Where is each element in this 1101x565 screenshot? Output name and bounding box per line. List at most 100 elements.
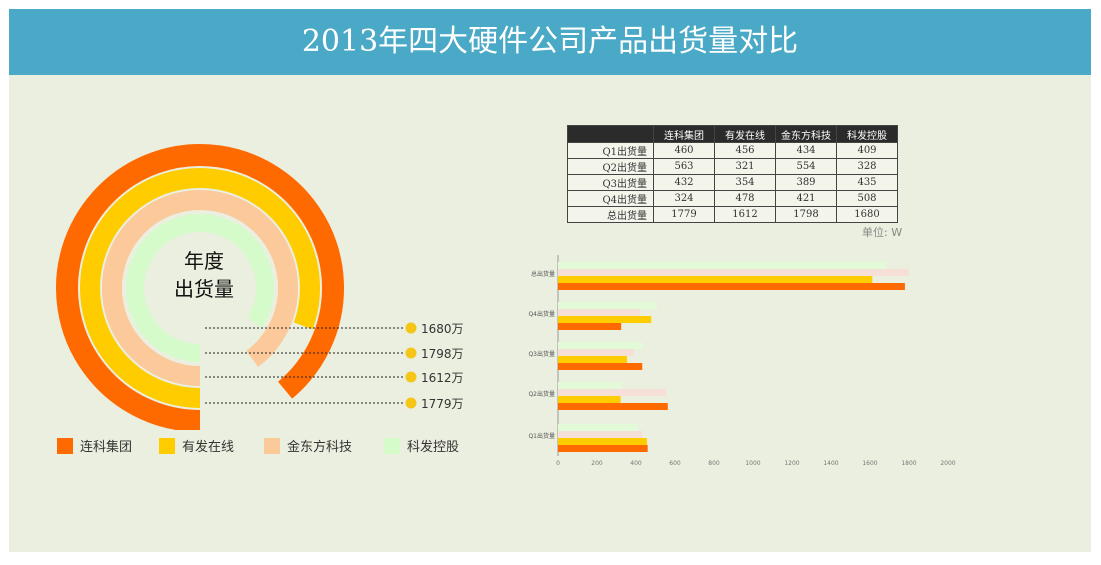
table-cell: 1798	[775, 206, 837, 223]
bar	[558, 309, 641, 316]
radial-bar-arc	[126, 214, 274, 362]
table-cell: 456	[714, 142, 776, 159]
table-row: Q3出货量 432 354 389 435	[567, 174, 898, 191]
bar	[558, 262, 886, 269]
table-cell: 1612	[714, 206, 776, 223]
legend-item: 科发控股	[384, 436, 459, 455]
legend-label: 科发控股	[407, 440, 460, 455]
table-cell: 563	[653, 158, 715, 175]
table-cell: Q4出货量	[567, 190, 654, 207]
bar	[558, 349, 634, 356]
table-cell: 354	[714, 174, 776, 191]
table-cell: 409	[836, 142, 898, 159]
table-header-cell: 金东方科技	[775, 125, 837, 143]
table-header-cell: 连科集团	[653, 125, 715, 143]
donut-center-line1: 年度	[184, 249, 224, 273]
bar	[558, 269, 909, 276]
x-tick-label: 200	[591, 460, 603, 467]
table-cell: 421	[775, 190, 837, 207]
bar-category-label: Q4出货量	[528, 310, 555, 318]
table-cell: 389	[775, 174, 837, 191]
bar	[558, 431, 643, 438]
table-cell: 1779	[653, 206, 715, 223]
x-tick-label: 1400	[823, 460, 838, 467]
table-header-cell: 科发控股	[836, 125, 898, 143]
table-cell: 总出货量	[567, 206, 654, 223]
unit-label: 单位: W	[862, 226, 903, 239]
bar	[558, 382, 622, 389]
bar	[558, 363, 643, 370]
radial-bar-arc	[56, 144, 344, 430]
table-header-row: 连科集团 有发在线 金东方科技 科发控股	[567, 125, 898, 143]
table-cell: 434	[775, 142, 837, 159]
bar	[558, 438, 647, 445]
legend-label: 金东方科技	[287, 440, 353, 455]
legend-label: 连科集团	[80, 440, 133, 455]
table-cell: Q1出货量	[567, 142, 654, 159]
bar	[558, 403, 668, 410]
bar	[558, 276, 873, 283]
bar-category-label: Q3出货量	[528, 350, 555, 358]
legend-swatch	[264, 437, 280, 454]
bar-category-label: Q1出货量	[528, 432, 555, 440]
header-bar: 2013年四大硬件公司产品出货量对比	[9, 9, 1091, 75]
table-cell: 328	[836, 158, 898, 175]
label-dot	[405, 397, 417, 409]
x-tick-label: 600	[669, 460, 681, 467]
table-cell: Q3出货量	[567, 174, 654, 191]
x-tick-label: 1000	[745, 460, 760, 467]
label-dot	[405, 322, 417, 334]
page-title: 2013年四大硬件公司产品出货量对比	[301, 24, 799, 59]
table-cell: 508	[836, 190, 898, 207]
bar-category-label: Q2出货量	[528, 390, 555, 398]
bar	[558, 389, 667, 396]
legend-item: 有发在线	[159, 436, 234, 455]
donut-center-line2: 出货量	[174, 277, 234, 301]
bar	[558, 323, 622, 330]
table-header-cell: 有发在线	[714, 125, 776, 143]
legend-swatch	[159, 437, 175, 454]
label-dot	[405, 371, 417, 383]
legend-label: 有发在线	[182, 440, 235, 455]
legend-item: 金东方科技	[264, 436, 352, 455]
donut-value-label: 1612万	[421, 371, 464, 385]
radial-bar-arc	[80, 168, 320, 408]
bar	[558, 316, 652, 323]
bar	[558, 356, 628, 363]
table-cell: Q2出货量	[567, 158, 654, 175]
radial-bar-arc	[102, 190, 298, 386]
bar	[558, 283, 905, 290]
bar	[558, 445, 648, 452]
donut-value-label: 1779万	[421, 397, 464, 411]
legend-item: 连科集团	[57, 436, 132, 455]
label-dot	[405, 347, 417, 359]
bar	[558, 342, 643, 349]
x-tick-label: 1600	[862, 460, 877, 467]
x-tick-label: 2000	[940, 460, 955, 467]
x-tick-label: 800	[708, 460, 720, 467]
table-cell: 435	[836, 174, 898, 191]
x-tick-label: 1800	[901, 460, 916, 467]
table-cell: 321	[714, 158, 776, 175]
legend-swatch	[57, 437, 73, 454]
table-cell: 460	[653, 142, 715, 159]
table-cell: 478	[714, 190, 776, 207]
bar	[558, 396, 621, 403]
table-row: Q4出货量 324 478 421 508	[567, 190, 898, 207]
table-header-cell	[567, 125, 654, 143]
data-table: 连科集团 有发在线 金东方科技 科发控股 Q1出货量 460 456 434 4…	[567, 125, 898, 223]
bar	[558, 424, 638, 431]
x-tick-label: 0	[556, 460, 560, 467]
table-cell: 554	[775, 158, 837, 175]
table-row: Q1出货量 460 456 434 409	[567, 142, 898, 159]
x-tick-label: 1200	[784, 460, 799, 467]
table-row: 总出货量 1779 1612 1798 1680	[567, 206, 898, 223]
legend-swatch	[384, 437, 400, 454]
table-row: Q2出货量 563 321 554 328	[567, 158, 898, 175]
table-cell: 432	[653, 174, 715, 191]
bar	[558, 302, 658, 309]
bar-category-label: 总出货量	[531, 270, 555, 278]
donut-value-label: 1680万	[421, 322, 464, 336]
